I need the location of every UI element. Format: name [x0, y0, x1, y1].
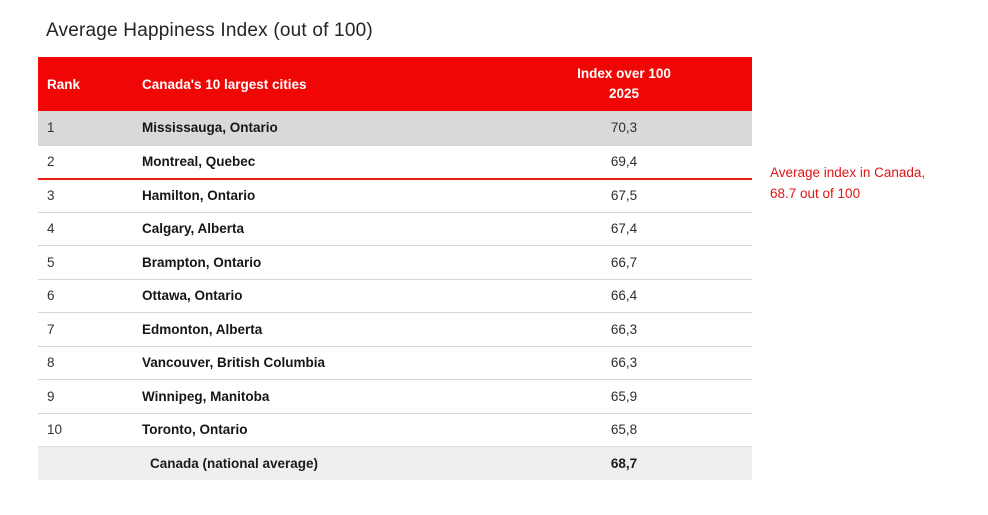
- rank-cell: 5: [47, 254, 55, 270]
- national-average-value: 68,7: [610, 456, 638, 471]
- callout-line2: 68.7 out of 100: [770, 186, 861, 201]
- callout-line1: Average index in Canada,: [770, 165, 926, 180]
- rank-cell: 9: [47, 388, 55, 404]
- rank-cell: 8: [47, 355, 55, 371]
- city-cell: Calgary, Alberta: [142, 221, 245, 237]
- header-rank: Rank: [47, 76, 81, 92]
- header-index-line1: Index over 100: [577, 65, 671, 81]
- header-cities: Canada's 10 largest cities: [142, 76, 307, 92]
- rank-cell: 10: [47, 422, 63, 438]
- table-row: 9 Winnipeg, Manitoba 65,9: [38, 379, 752, 413]
- table-row: 3 Hamilton, Ontario 67,5: [38, 178, 752, 212]
- value-cell: 66,3: [610, 355, 638, 371]
- value-cell: 66,4: [610, 288, 638, 304]
- header-index-line2: 2025: [608, 86, 640, 101]
- header-index: Index over 100 2025: [496, 64, 752, 105]
- average-callout: Average index in Canada, 68.7 out of 100: [770, 162, 960, 204]
- rank-cell: 4: [47, 221, 55, 237]
- national-average-label: Canada (national average): [150, 456, 319, 471]
- rank-cell: 6: [47, 288, 55, 304]
- table-row: 7 Edmonton, Alberta 66,3: [38, 312, 752, 346]
- rank-cell: 7: [47, 321, 55, 337]
- city-cell: Edmonton, Alberta: [142, 321, 263, 337]
- value-cell: 65,8: [610, 422, 638, 438]
- city-cell: Brampton, Ontario: [142, 254, 262, 270]
- value-cell: 67,5: [610, 188, 638, 204]
- city-cell: Hamilton, Ontario: [142, 188, 256, 204]
- table-row: 2 Montreal, Quebec 69,4: [38, 144, 752, 178]
- city-cell: Toronto, Ontario: [142, 422, 248, 438]
- table-row: 5 Brampton, Ontario 66,7: [38, 245, 752, 279]
- value-cell: 65,9: [610, 388, 638, 404]
- rank-cell: 3: [47, 188, 55, 204]
- table-row: 1 Mississauga, Ontario 70,3: [38, 111, 752, 145]
- table-row: 8 Vancouver, British Columbia 66,3: [38, 345, 752, 379]
- city-cell: Mississauga, Ontario: [142, 120, 278, 136]
- city-cell: Montreal, Quebec: [142, 154, 256, 170]
- value-cell: 70,3: [610, 120, 638, 136]
- value-cell: 67,4: [610, 221, 638, 237]
- value-cell: 66,7: [610, 254, 638, 270]
- value-cell: 69,4: [610, 154, 638, 170]
- city-cell: Winnipeg, Manitoba: [142, 388, 270, 404]
- rank-cell: 1: [47, 120, 55, 136]
- table-footer-row: Canada (national average) 68,7: [38, 446, 752, 480]
- page-title: Average Happiness Index (out of 100): [46, 20, 373, 41]
- table-row: 4 Calgary, Alberta 67,4: [38, 211, 752, 245]
- happiness-table: Rank Canada's 10 largest cities Index ov…: [38, 57, 752, 480]
- table-row: 10 Toronto, Ontario 65,8: [38, 412, 752, 446]
- city-cell: Ottawa, Ontario: [142, 288, 243, 304]
- value-cell: 66,3: [610, 321, 638, 337]
- rank-cell: 2: [47, 154, 55, 170]
- city-cell: Vancouver, British Columbia: [142, 355, 326, 371]
- table-row: 6 Ottawa, Ontario 66,4: [38, 278, 752, 312]
- table-header-row: Rank Canada's 10 largest cities Index ov…: [38, 57, 752, 111]
